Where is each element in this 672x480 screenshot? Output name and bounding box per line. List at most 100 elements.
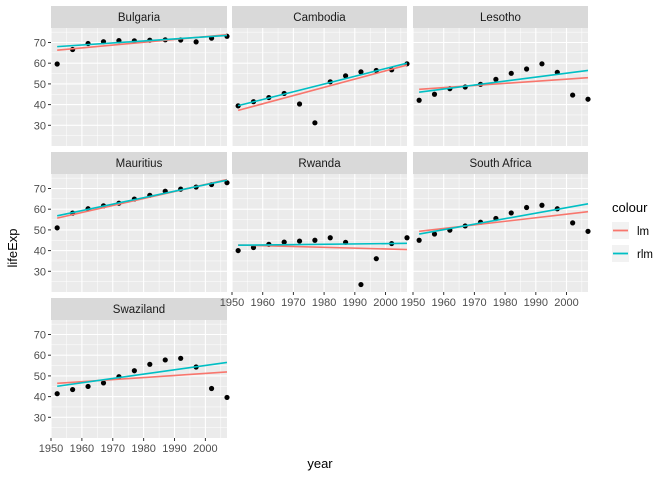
panel-background-mauritius	[51, 174, 227, 292]
facet-strip-mauritius	[51, 152, 227, 174]
data-point	[100, 380, 107, 386]
data-point	[281, 239, 287, 245]
x-tick-label: 2000	[373, 297, 397, 309]
y-tick-label: 40	[34, 246, 46, 258]
y-tick-label: 70	[34, 183, 46, 195]
data-point	[162, 357, 168, 363]
x-tick-label: 1980	[131, 443, 155, 455]
y-tick-label: 30	[34, 120, 46, 132]
y-tick-label: 50	[34, 371, 46, 383]
data-point	[404, 235, 410, 241]
legend-label-lm: lm	[637, 226, 649, 238]
facet-strip-label-swaziland: Swaziland	[113, 304, 165, 316]
data-point	[312, 237, 318, 243]
data-point	[358, 281, 364, 288]
panel-background-cambodia	[232, 28, 407, 146]
facet-strip-label-cambodia: Cambodia	[293, 12, 346, 24]
data-point	[539, 61, 545, 67]
data-point	[131, 368, 137, 374]
legend-title: colour	[612, 200, 648, 215]
x-axis-title: year	[307, 456, 333, 471]
data-point	[416, 237, 422, 243]
data-point	[147, 361, 153, 367]
facet-mauritius: Mauritius	[50, 152, 230, 292]
y-tick-label: 40	[34, 100, 46, 112]
y-axis-title: lifeExp	[5, 228, 20, 267]
data-point	[493, 76, 499, 82]
data-point	[585, 228, 591, 234]
facet-strip-label-rwanda: Rwanda	[298, 158, 341, 170]
y-tick-label: 40	[34, 392, 46, 404]
data-point	[85, 383, 91, 390]
data-point	[523, 66, 530, 72]
lm-fit-line	[419, 210, 589, 233]
facet-strip-rwanda	[232, 152, 407, 174]
y-tick-label: 30	[34, 412, 46, 424]
facet-swaziland: Swaziland	[50, 298, 230, 438]
data-point	[585, 96, 591, 102]
y-tick-label: 60	[34, 204, 46, 216]
data-point	[431, 91, 438, 97]
y-tick-label: 50	[34, 225, 46, 237]
facet-strip-label-mauritius: Mauritius	[116, 158, 163, 170]
data-point	[54, 391, 60, 397]
data-point	[431, 231, 438, 237]
x-tick-label: 1960	[431, 297, 455, 309]
x-tick-label: 1960	[250, 297, 274, 309]
data-point	[178, 355, 184, 361]
facet-panels: Bulgaria Cambodia Lesotho Mauritius Rwanda So…	[50, 6, 591, 438]
x-tick-label: 1970	[462, 297, 486, 309]
facet-south-africa: South Africa	[412, 152, 591, 292]
lm-fit-line	[57, 371, 228, 385]
x-tick-label: 1990	[162, 443, 186, 455]
data-point	[54, 61, 60, 67]
facet-strip-south-africa	[413, 152, 588, 174]
panel-background-swaziland	[51, 320, 227, 438]
rlm-fit-line	[57, 34, 228, 48]
x-tick-label: 1990	[343, 297, 367, 309]
y-tick-label: 50	[34, 79, 46, 91]
x-tick-label: 2000	[193, 443, 217, 455]
data-point	[570, 92, 576, 98]
facet-cambodia: Cambodia	[231, 6, 410, 146]
rlm-fit-line	[237, 62, 408, 107]
rlm-fit-line	[419, 69, 589, 93]
x-tick-label: 1950	[39, 443, 63, 455]
data-point	[523, 204, 530, 211]
facet-strip-lesotho	[413, 6, 588, 28]
data-point	[373, 256, 379, 262]
data-point	[570, 220, 576, 226]
panel-background-south-africa	[413, 174, 588, 292]
y-tick-label: 70	[34, 329, 46, 341]
lm-fit-line	[419, 76, 589, 91]
facet-strip-label-south-africa: South Africa	[469, 158, 532, 170]
data-point	[508, 210, 514, 216]
legend-label-rlm: rlm	[637, 249, 653, 261]
y-tick-label: 60	[34, 350, 46, 362]
facet-strip-cambodia	[232, 6, 407, 28]
data-point	[416, 97, 422, 103]
x-tick-label: 1970	[101, 443, 125, 455]
legend: colour lm rlm	[612, 200, 653, 262]
y-tick-label: 70	[34, 37, 46, 49]
x-tick-label: 1980	[312, 297, 336, 309]
data-point	[296, 101, 303, 107]
data-point	[208, 385, 215, 392]
facet-strip-bulgaria	[51, 6, 227, 28]
data-point	[193, 39, 199, 45]
data-point	[224, 394, 230, 401]
x-tick-label: 1950	[401, 297, 425, 309]
facet-rwanda: Rwanda	[231, 152, 410, 292]
y-tick-label: 30	[34, 266, 46, 278]
data-point	[539, 202, 545, 208]
panel-background-rwanda	[232, 174, 407, 292]
lm-fit-line	[237, 64, 408, 112]
facet-strip-swaziland	[51, 298, 227, 320]
x-tick-label: 1960	[70, 443, 94, 455]
facet-bulgaria: Bulgaria	[50, 6, 230, 146]
data-point	[358, 69, 364, 75]
facet-strip-label-bulgaria: Bulgaria	[118, 12, 161, 24]
x-tick-label: 1950	[220, 297, 244, 309]
x-tick-label: 2000	[554, 297, 578, 309]
